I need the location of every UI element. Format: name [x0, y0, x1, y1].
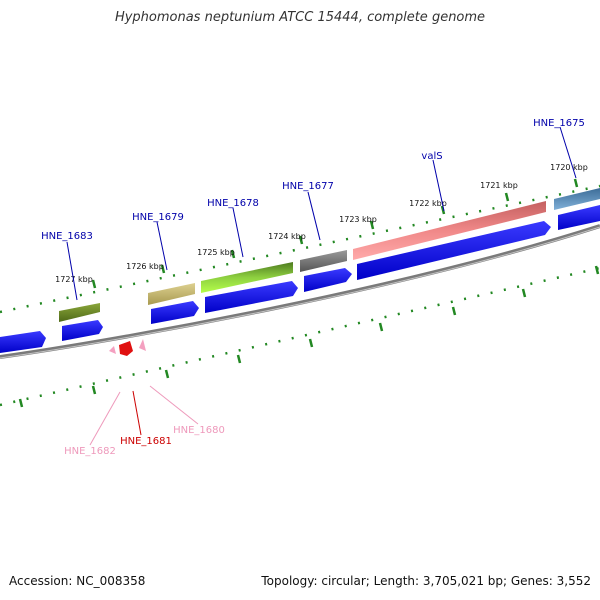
feature-track — [59, 188, 600, 322]
gene-label-HNE_1683[interactable]: HNE_1683 — [41, 231, 93, 242]
feature-HNE_1681[interactable] — [119, 341, 133, 356]
genome-backbone-highlight — [0, 226, 600, 359]
lower-tick-ruler — [0, 265, 600, 408]
cds-arrow-valS[interactable] — [357, 221, 551, 280]
feature-HNE_1682[interactable] — [109, 346, 116, 354]
feature-HNE_1680[interactable] — [139, 339, 146, 351]
feature-HNE_1679[interactable] — [148, 283, 195, 305]
cds-arrow-HNE_1679[interactable] — [151, 301, 199, 324]
gene-label-HNE_1681[interactable]: HNE_1681 — [120, 436, 172, 447]
cds-arrow-HNE_1683[interactable] — [62, 320, 103, 341]
tick-label-1721: 1721 kbp — [480, 181, 518, 190]
feature-HNE_1677[interactable] — [300, 250, 347, 272]
genome-backbone — [0, 224, 600, 359]
reverse-features — [109, 339, 146, 356]
lower-major-ticks — [18, 265, 600, 408]
tick-labels: 1720 kbp 1721 kbp 1722 kbp 1723 kbp 1724… — [55, 163, 588, 284]
gene-label-HNE_1677[interactable]: HNE_1677 — [282, 181, 334, 192]
cds-arrow[interactable] — [0, 331, 46, 353]
map-title: Hyphomonas neptunium ATCC 15444, complet… — [114, 10, 486, 25]
tick-label-1722: 1722 kbp — [409, 199, 447, 208]
major-tick-marks — [91, 178, 579, 289]
gene-label-HNE_1682[interactable]: HNE_1682 — [64, 446, 116, 457]
feature-HNE_1678[interactable] — [201, 262, 293, 293]
label-leaders — [66, 126, 577, 446]
gene-label-HNE_1680[interactable]: HNE_1680 — [173, 425, 225, 436]
lower-minor-ticks — [0, 266, 600, 407]
tick-label-1727: 1727 kbp — [55, 275, 93, 284]
gene-label-HNE_1678[interactable]: HNE_1678 — [207, 198, 259, 209]
tick-label-1723: 1723 kbp — [339, 215, 377, 224]
feature-HNE_1675[interactable] — [554, 188, 600, 210]
cds-arrow-HNE_1678[interactable] — [205, 281, 298, 313]
gene-labels: HNE_1675 valS HNE_1677 HNE_1678 HNE_1679… — [41, 118, 585, 457]
upper-tick-ruler — [0, 178, 600, 314]
gene-label-HNE_1679[interactable]: HNE_1679 — [132, 212, 184, 223]
genome-summary-text: Topology: circular; Length: 3,705,021 bp… — [261, 574, 591, 588]
minor-tick-marks — [0, 184, 600, 314]
cds-arrow-HNE_1677[interactable] — [304, 268, 352, 292]
cds-track — [0, 205, 600, 353]
gene-label-valS[interactable]: valS — [421, 151, 442, 162]
tick-label-1726: 1726 kbp — [126, 262, 164, 271]
gene-label-HNE_1675[interactable]: HNE_1675 — [533, 118, 585, 129]
cds-arrow-HNE_1675[interactable] — [558, 205, 600, 230]
tick-label-1725: 1725 kbp — [197, 248, 235, 257]
accession-text: Accession: NC_008358 — [9, 574, 146, 588]
tick-label-1720: 1720 kbp — [550, 163, 588, 172]
feature-valS[interactable] — [353, 201, 546, 260]
tick-label-1724: 1724 kbp — [268, 232, 306, 241]
feature-HNE_1683[interactable] — [59, 303, 100, 322]
